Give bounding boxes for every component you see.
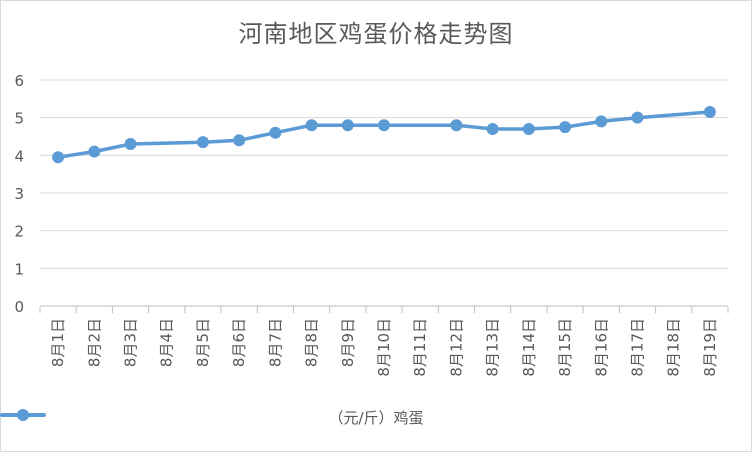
- data-point: [305, 119, 318, 132]
- data-point: [559, 121, 572, 134]
- y-tick-label: 0: [14, 298, 24, 316]
- x-tick-label: 8月5日: [194, 318, 212, 367]
- legend: （元/斤）鸡蛋: [0, 407, 752, 428]
- x-tick-label: 8月16日: [592, 318, 610, 377]
- data-point: [522, 122, 535, 135]
- y-tick-label: 1: [14, 260, 24, 278]
- x-tick-label: 8月14日: [520, 318, 538, 377]
- data-point: [378, 119, 390, 132]
- x-tick-label: 8月11日: [411, 318, 429, 377]
- y-tick-label: 6: [14, 72, 24, 90]
- series-line: [56, 110, 712, 159]
- x-tick-label: 8月7日: [266, 318, 284, 367]
- data-point: [52, 151, 65, 164]
- data-point: [341, 119, 354, 132]
- data-point: [631, 111, 644, 124]
- chart-title: 河南地区鸡蛋价格走势图: [238, 20, 514, 48]
- data-point: [486, 122, 499, 135]
- y-tick-label: 4: [14, 147, 24, 165]
- x-tick-label: 8月4日: [158, 318, 176, 367]
- x-tick-label: 8月13日: [484, 318, 502, 377]
- data-point: [595, 115, 608, 128]
- data-point: [269, 126, 282, 139]
- x-tick-label: 8月19日: [701, 318, 719, 377]
- y-tick-label: 3: [14, 185, 24, 203]
- x-tick-label: 8月15日: [556, 318, 574, 377]
- data-point: [233, 134, 246, 147]
- data-point: [450, 119, 463, 132]
- x-tick-label: 8月17日: [628, 318, 646, 377]
- y-tick-label: 2: [14, 223, 24, 241]
- y-tick-label: 5: [14, 110, 24, 128]
- data-point: [124, 138, 137, 151]
- x-tick-label: 8月12日: [447, 318, 465, 377]
- x-tick-label: 8月6日: [230, 318, 248, 367]
- x-tick-label: 8月10日: [375, 318, 393, 377]
- legend-swatch: [0, 409, 46, 421]
- legend-label: （元/斤）鸡蛋: [328, 409, 424, 427]
- x-tick-label: 8月2日: [85, 318, 103, 367]
- x-tick-label: 8月18日: [665, 318, 683, 377]
- data-point: [196, 136, 209, 149]
- data-point: [88, 145, 101, 158]
- x-tick-label: 8月8日: [303, 318, 321, 367]
- data-point: [703, 106, 716, 119]
- x-tick-label: 8月1日: [49, 318, 67, 367]
- x-tick-label: 8月3日: [122, 318, 140, 367]
- x-tick-label: 8月9日: [339, 318, 357, 367]
